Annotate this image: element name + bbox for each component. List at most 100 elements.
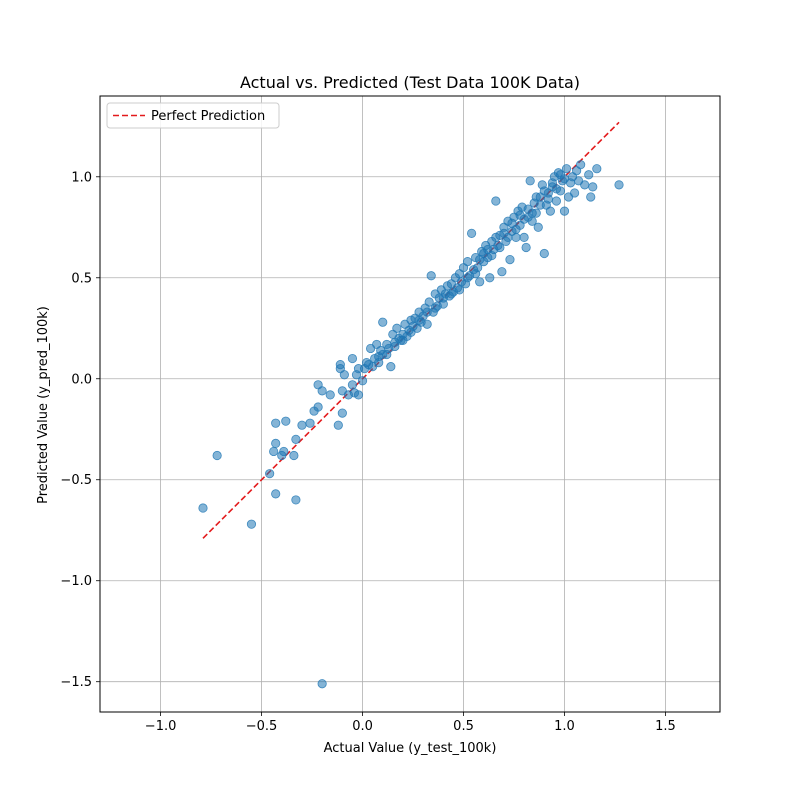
scatter-point xyxy=(414,315,424,325)
chart-title: Actual vs. Predicted (Test Data 100K Dat… xyxy=(240,73,580,92)
scatter-point xyxy=(545,206,555,216)
plot-frame xyxy=(99,95,721,713)
scatter-point xyxy=(511,232,521,242)
scatter-point xyxy=(335,360,345,370)
scatter-point xyxy=(374,357,384,368)
scatter-point xyxy=(586,192,596,202)
scatter-point xyxy=(535,200,545,210)
scatter-point xyxy=(547,178,557,188)
scatter-point xyxy=(521,242,531,253)
scatter-point xyxy=(485,273,495,283)
scatter-point xyxy=(398,335,408,345)
x-tick-label: 0.0 xyxy=(352,719,373,734)
y-tick-label: −1.5 xyxy=(60,675,92,690)
scatter-point xyxy=(531,192,541,202)
scatter-point xyxy=(507,218,517,228)
y-tick-label: 0.0 xyxy=(71,372,92,387)
scatter-point xyxy=(313,402,323,412)
x-tick-label: −1.0 xyxy=(145,719,177,734)
scatter-point xyxy=(325,390,335,400)
scatter-point xyxy=(347,380,358,390)
scatter-point xyxy=(462,257,473,267)
scatter-point xyxy=(561,164,572,174)
y-tick-label: 0.5 xyxy=(71,271,92,286)
grid xyxy=(100,96,720,712)
scatter-point xyxy=(212,450,222,461)
x-tick-label: 1.5 xyxy=(655,719,676,734)
scatter-point xyxy=(422,319,432,329)
x-axis-label: Actual Value (y_test_100k) xyxy=(324,741,497,756)
scatter-point xyxy=(539,248,549,259)
scatter-point xyxy=(317,386,327,396)
y-tick-label: −0.5 xyxy=(60,473,92,488)
scatter-point xyxy=(491,196,501,206)
scatter-point xyxy=(333,420,343,430)
scatter-point xyxy=(291,434,301,444)
x-axis-ticks: −1.0 −0.5 0.0 0.5 1.0 1.5 xyxy=(145,712,676,734)
scatter-point xyxy=(271,418,281,428)
legend-label: Perfect Prediction xyxy=(151,109,265,124)
scatter-point xyxy=(446,289,457,299)
scatter-point xyxy=(386,362,396,372)
x-tick-label: 0.5 xyxy=(453,719,474,734)
scatter-point xyxy=(378,317,388,327)
x-tick-label: −0.5 xyxy=(246,719,278,734)
scatter-point xyxy=(519,232,529,242)
scatter-point xyxy=(525,176,535,186)
scatter-point xyxy=(297,420,307,430)
scatter-point xyxy=(392,323,402,333)
scatter-point xyxy=(475,254,485,265)
scatter-point xyxy=(584,170,594,180)
scatter-point xyxy=(588,182,598,192)
scatter-point xyxy=(533,222,543,232)
scatter-point xyxy=(497,267,507,277)
scatter-point xyxy=(271,489,281,499)
x-tick-label: 1.0 xyxy=(554,719,575,734)
scatter-point xyxy=(291,495,301,505)
scatter-point xyxy=(505,254,515,265)
scatter-point xyxy=(265,469,275,479)
scatter-point xyxy=(347,353,358,364)
scatter-points xyxy=(198,160,624,689)
scatter-point xyxy=(475,277,485,287)
scatter-point xyxy=(339,370,349,380)
y-axis-label: Predicted Value (y_pred_100k) xyxy=(36,306,51,504)
scatter-point xyxy=(246,519,257,529)
scatter-point xyxy=(353,390,364,400)
scatter-point xyxy=(499,228,509,238)
scatter-point xyxy=(471,269,481,279)
scatter-point xyxy=(491,232,501,242)
scatter-point xyxy=(454,285,465,295)
legend: Perfect Prediction xyxy=(106,102,280,129)
scatter-point xyxy=(357,376,368,386)
scatter-point xyxy=(406,327,416,337)
scatter-point xyxy=(523,204,533,214)
scatter-point xyxy=(551,196,562,206)
scatter-point xyxy=(555,170,566,180)
scatter-point xyxy=(576,160,586,170)
legend-box xyxy=(106,102,280,129)
scatter-point xyxy=(462,273,473,283)
scatter-point xyxy=(466,228,477,238)
scatter-point xyxy=(438,293,448,303)
y-axis-ticks: −1.5 −1.0 −0.5 0.0 0.5 1.0 xyxy=(60,170,100,690)
scatter-point xyxy=(426,271,436,281)
scatter-point xyxy=(305,418,315,428)
scatter-point xyxy=(430,303,440,313)
scatter-point xyxy=(515,210,525,220)
scatter-point xyxy=(198,503,208,513)
scatter-point xyxy=(495,242,505,253)
scatter-point xyxy=(422,307,432,317)
scatter-point xyxy=(614,180,624,190)
scatter-point xyxy=(539,186,549,196)
scatter-point xyxy=(390,341,400,352)
scatter-point xyxy=(559,206,570,216)
scatter-point xyxy=(382,349,392,360)
scatter-point xyxy=(543,194,553,204)
scatter-point xyxy=(592,164,602,174)
scatter-point xyxy=(281,416,291,426)
scatter-point xyxy=(269,446,279,457)
scatter-point xyxy=(289,450,299,461)
